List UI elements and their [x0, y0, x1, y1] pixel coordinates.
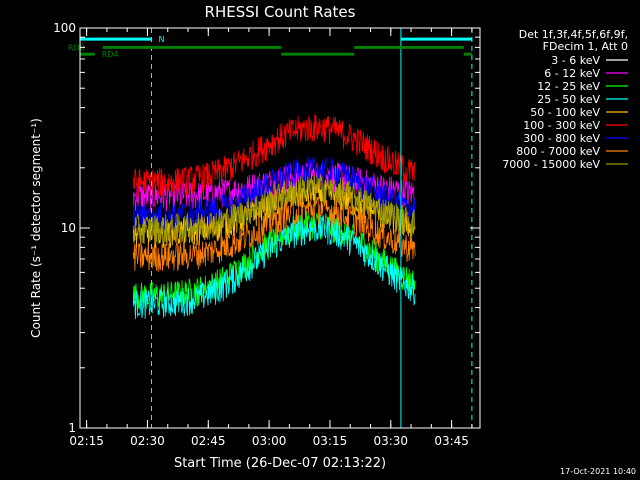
- x-tick-label-6: 03:30: [373, 434, 408, 448]
- y-tick-label-2: 10: [61, 221, 76, 235]
- legend-label-3: 12 - 25 keV: [537, 80, 600, 93]
- legend-label-9: 7000 - 15000 keV: [502, 158, 600, 171]
- legend-label-4: 25 - 50 keV: [537, 93, 600, 106]
- y-tick-label-1: 1: [68, 421, 76, 435]
- legend-label-2: 6 - 12 keV: [544, 67, 600, 80]
- legend-label-8: 800 - 7000 keV: [516, 145, 600, 158]
- x-axis-label: Start Time (26-Dec-07 02:13:22): [174, 456, 386, 471]
- legend-label-5: 50 - 100 keV: [530, 106, 600, 119]
- y-tick-label-3: 100: [53, 21, 76, 35]
- series-line-4: [132, 214, 416, 319]
- series-line-1: [132, 223, 416, 342]
- legend: Det 1f,3f,4f,5f,6f,9f,FDecim 1, Att 03 -…: [502, 28, 628, 171]
- x-tick-label-1: 02:15: [69, 434, 104, 448]
- x-tick-label-7: 03:45: [434, 434, 469, 448]
- series-line-8: [132, 195, 416, 272]
- legend-label-6: 100 - 300 keV: [523, 119, 600, 132]
- y-axis-label: Count Rate (s⁻¹ detector segment⁻¹): [29, 118, 43, 338]
- x-tick-label-3: 02:45: [191, 434, 226, 448]
- axes: 02:15 02:30 02:45 03:00 03:15 03:30 03:45 1 10 10…: [53, 21, 480, 448]
- x-tick-label-4: 03:00: [252, 434, 287, 448]
- series-line-6: [132, 113, 416, 198]
- series-line-7: [132, 156, 416, 232]
- legend-label-7: 300 - 800 keV: [523, 132, 600, 145]
- x-tick-label-5: 03:15: [313, 434, 348, 448]
- flag-label-2: RD0: [68, 43, 85, 52]
- flag-label-1: N: [159, 35, 165, 44]
- timestamp: 17-Oct-2021 10:40: [560, 467, 636, 476]
- series-line-9: [132, 174, 416, 244]
- chart-title: RHESSI Count Rates: [205, 3, 356, 21]
- flag-label-3: RD4: [102, 50, 119, 59]
- series-line-3: [132, 210, 416, 312]
- legend-label-1: 3 - 6 keV: [551, 54, 600, 67]
- x-tick-label-2: 02:30: [130, 434, 165, 448]
- legend-header-2: FDecim 1, Att 0: [543, 40, 628, 53]
- legend-header-1: Det 1f,3f,4f,5f,6f,9f,: [519, 28, 628, 41]
